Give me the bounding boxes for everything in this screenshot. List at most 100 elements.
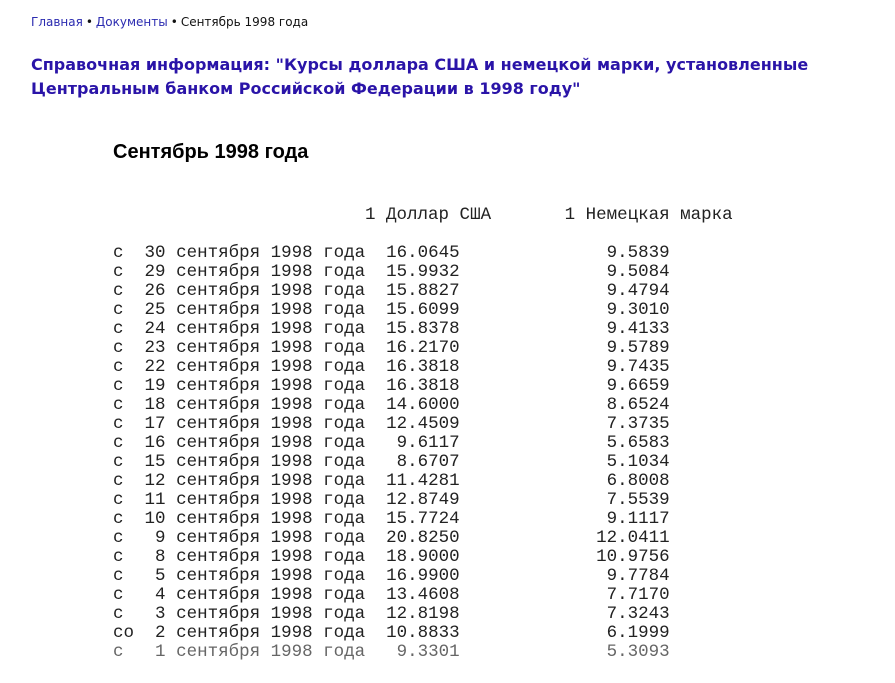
row-day: 10: [144, 509, 166, 529]
row-dem: 9.3010: [606, 300, 670, 320]
row-usd: 16.3818: [386, 357, 460, 377]
row-dem: 6.8008: [606, 471, 670, 491]
row-date: сентября 1998 года: [176, 509, 366, 529]
row-date: сентября 1998 года: [176, 262, 366, 282]
table-row: с 22 сентября 1998 года 16.3818 9.7435: [113, 358, 670, 377]
row-date: сентября 1998 года: [176, 319, 366, 339]
row-dem: 9.6659: [606, 376, 670, 396]
row-dem: 12.0411: [596, 528, 670, 548]
row-prefix: с: [113, 585, 124, 605]
row-usd: 15.8827: [386, 281, 460, 301]
breadcrumb-separator: •: [85, 15, 93, 29]
header-usd: 1 Доллар США: [365, 205, 492, 225]
row-prefix: с: [113, 433, 124, 453]
row-prefix: с: [113, 395, 124, 415]
row-date: сентября 1998 года: [176, 452, 366, 472]
row-prefix: с: [113, 414, 124, 434]
row-dem: 5.6583: [606, 433, 670, 453]
row-prefix: с: [113, 357, 124, 377]
row-prefix: с: [113, 490, 124, 510]
row-dem: 7.7170: [606, 585, 670, 605]
row-dem: 9.7435: [606, 357, 670, 377]
table-row: с 24 сентября 1998 года 15.8378 9.4133: [113, 320, 670, 339]
row-date: сентября 1998 года: [176, 395, 366, 415]
row-day: 8: [155, 547, 166, 567]
row-dem: 7.3243: [606, 604, 670, 624]
breadcrumb-current: Сентябрь 1998 года: [180, 15, 309, 29]
table-row: с 25 сентября 1998 года 15.6099 9.3010: [113, 301, 670, 320]
table-row: с 29 сентября 1998 года 15.9932 9.5084: [113, 263, 670, 282]
row-prefix: с: [113, 300, 124, 320]
row-date: сентября 1998 года: [176, 433, 366, 453]
row-dem: 5.3093: [606, 642, 670, 662]
row-day: 26: [144, 281, 166, 301]
row-day: 19: [144, 376, 166, 396]
row-usd: 15.7724: [386, 509, 460, 529]
row-usd: 16.9900: [386, 566, 460, 586]
row-dem: 9.4794: [606, 281, 670, 301]
row-date: сентября 1998 года: [176, 642, 366, 662]
row-prefix: с: [113, 243, 124, 263]
row-dem: 10.9756: [596, 547, 670, 567]
table-row: с 10 сентября 1998 года 15.7724 9.1117: [113, 510, 670, 529]
row-dem: 5.1034: [606, 452, 670, 472]
row-usd: 12.4509: [386, 414, 460, 434]
row-day: 18: [144, 395, 166, 415]
row-usd: 9.3301: [396, 642, 460, 662]
row-usd: 8.6707: [396, 452, 460, 472]
row-prefix: с: [113, 281, 124, 301]
row-date: сентября 1998 года: [176, 243, 366, 263]
row-usd: 16.3818: [386, 376, 460, 396]
row-date: сентября 1998 года: [176, 357, 366, 377]
row-day: 11: [144, 490, 166, 510]
table-header: 1 Доллар США 1 Немецкая марка: [113, 206, 733, 225]
row-dem: 9.5084: [606, 262, 670, 282]
row-dem: 9.1117: [606, 509, 670, 529]
row-day: 25: [144, 300, 166, 320]
table-row: со 2 сентября 1998 года 10.8833 6.1999: [113, 624, 670, 643]
breadcrumb-documents-link[interactable]: Документы: [95, 15, 168, 29]
row-prefix: с: [113, 509, 124, 529]
table-row: с 5 сентября 1998 года 16.9900 9.7784: [113, 567, 670, 586]
row-prefix: с: [113, 338, 124, 358]
row-date: сентября 1998 года: [176, 300, 366, 320]
row-dem: 9.4133: [606, 319, 670, 339]
row-date: сентября 1998 года: [176, 566, 366, 586]
table-row: с 16 сентября 1998 года 9.6117 5.6583: [113, 434, 670, 453]
row-dem: 9.5839: [606, 243, 670, 263]
row-day: 22: [144, 357, 166, 377]
row-prefix: с: [113, 642, 124, 662]
table-row: с 30 сентября 1998 года 16.0645 9.5839: [113, 244, 670, 263]
row-date: сентября 1998 года: [176, 490, 366, 510]
row-usd: 18.9000: [386, 547, 460, 567]
table-row: с 18 сентября 1998 года 14.6000 8.6524: [113, 396, 670, 415]
row-date: сентября 1998 года: [176, 585, 366, 605]
row-date: сентября 1998 года: [176, 547, 366, 567]
row-day: 1: [155, 642, 166, 662]
row-day: 15: [144, 452, 166, 472]
row-usd: 12.8749: [386, 490, 460, 510]
row-date: сентября 1998 года: [176, 338, 366, 358]
row-date: сентября 1998 года: [176, 604, 366, 624]
row-day: 4: [155, 585, 166, 605]
row-usd: 15.6099: [386, 300, 460, 320]
row-prefix: с: [113, 604, 124, 624]
table-row: с 19 сентября 1998 года 16.3818 9.6659: [113, 377, 670, 396]
table-row: с 23 сентября 1998 года 16.2170 9.5789: [113, 339, 670, 358]
row-usd: 9.6117: [396, 433, 460, 453]
row-prefix: со: [113, 623, 135, 643]
row-day: 24: [144, 319, 166, 339]
table-row: с 26 сентября 1998 года 15.8827 9.4794: [113, 282, 670, 301]
breadcrumb-home-link[interactable]: Главная: [31, 15, 83, 29]
row-usd: 12.8198: [386, 604, 460, 624]
row-date: сентября 1998 года: [176, 471, 366, 491]
row-usd: 16.0645: [386, 243, 460, 263]
header-dem: 1 Немецкая марка: [564, 205, 733, 225]
row-dem: 7.3735: [606, 414, 670, 434]
table-row: с 17 сентября 1998 года 12.4509 7.3735: [113, 415, 670, 434]
row-day: 23: [144, 338, 166, 358]
row-date: сентября 1998 года: [176, 414, 366, 434]
row-prefix: с: [113, 452, 124, 472]
rates-table: с 30 сентября 1998 года 16.0645 9.5839 с …: [113, 244, 670, 662]
row-date: сентября 1998 года: [176, 528, 366, 548]
